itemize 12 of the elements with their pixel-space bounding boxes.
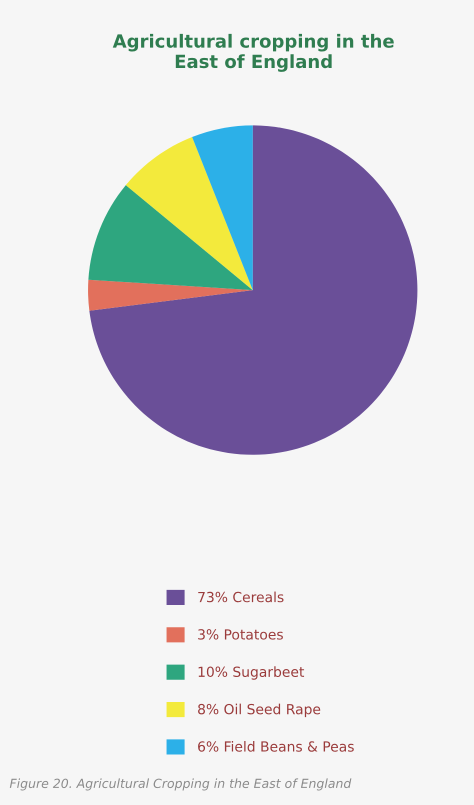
legend-label: 6% Field Beans & Peas [198,740,354,752]
pie-slice [88,280,253,311]
chart-title: Agricultural cropping in the East of England [112,34,394,72]
legend-label: 10% Sugarbeet [198,666,304,680]
pie-slice [126,136,253,290]
legend-label: 73% Cereals [198,592,284,602]
pie-slice [192,125,253,290]
caption: Figure 20. Agricultural Cropping in the East of England [10,778,352,791]
pie-slice [88,185,253,290]
legend-label: 8% Oil Seed Rape [198,704,320,718]
legend-label: 3% Potatoes [198,629,283,640]
pie-slice [89,125,418,455]
